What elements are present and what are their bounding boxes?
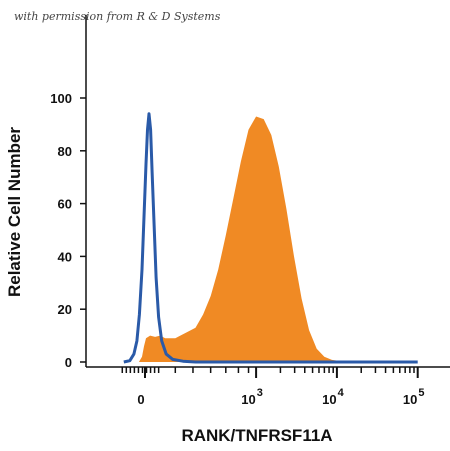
x-axis-title: RANK/TNFRSF11A [181,426,332,445]
y-axis-title: Relative Cell Number [5,127,24,297]
x-minor-tick-group [121,367,415,373]
y-tick-group: 0 20 40 60 80 100 [50,91,86,370]
x-tick-label: 104 [322,387,344,407]
x-axis: 0 103 104 105 [86,366,450,407]
y-tick-label: 40 [58,249,72,264]
x-tick-exponent: 5 [418,387,424,399]
y-axis: 0 20 40 60 80 100 [50,15,87,370]
y-tick-label: 20 [58,302,72,317]
x-tick-exponent: 3 [257,387,263,399]
x-tick-label: 105 [403,387,425,407]
watermark-text: with permission from R & D Systems [14,10,221,23]
y-tick-label: 80 [58,144,72,159]
x-tick-label: 103 [241,387,263,407]
orange-histogram-area [138,116,358,362]
x-tick-label: 0 [137,392,144,407]
y-tick-label: 60 [58,197,72,212]
y-tick-label: 100 [50,91,72,106]
x-tick-exponent: 4 [338,387,345,399]
blue-histogram-outline [123,112,418,364]
y-tick-label: 0 [65,355,72,370]
